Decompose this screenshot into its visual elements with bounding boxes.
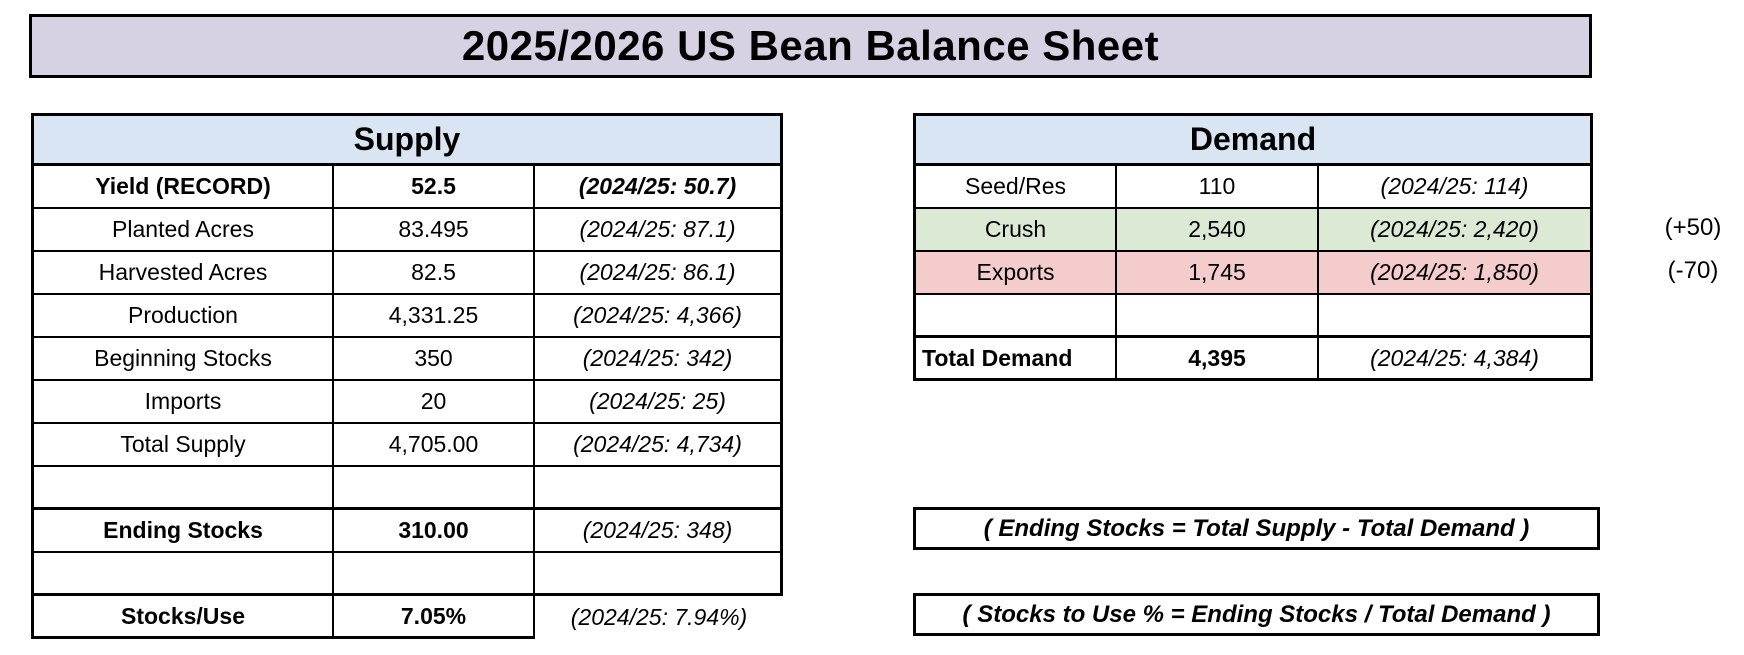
supply-row-value: 7.05% [334, 596, 535, 639]
ending-stocks-formula-box: ( Ending Stocks = Total Supply - Total D… [913, 507, 1600, 550]
supply-row-value: 20 [334, 381, 535, 424]
supply-row-prior: (2024/25: 87.1) [535, 209, 783, 252]
supply-row-prior: (2024/25: 7.94%) [570, 604, 748, 630]
supply-row-label: Harvested Acres [34, 252, 334, 295]
demand-row-prior: (2024/25: 4,384) [1319, 338, 1593, 381]
supply-row-prior: (2024/25: 86.1) [535, 252, 783, 295]
demand-empty-cell [1319, 295, 1593, 338]
supply-row-prior: (2024/25: 342) [535, 338, 783, 381]
supply-row-label: Ending Stocks [34, 510, 334, 553]
stocks-use-formula-box: ( Stocks to Use % = Ending Stocks / Tota… [913, 593, 1600, 636]
supply-header: Supply [34, 116, 783, 166]
supply-table: Supply Yield (RECORD) 52.5 (2024/25: 50.… [31, 113, 783, 639]
supply-row-label: Imports [34, 381, 334, 424]
supply-row-prior: (2024/25: 50.7) [535, 166, 783, 209]
page-title: 2025/2026 US Bean Balance Sheet [461, 22, 1160, 69]
supply-row-label: Planted Acres [34, 209, 334, 252]
supply-row-label: Total Supply [34, 424, 334, 467]
demand-row-prior: (2024/25: 2,420) [1319, 209, 1593, 252]
supply-row-prior: (2024/25: 4,366) [535, 295, 783, 338]
demand-header: Demand [916, 116, 1593, 166]
demand-row-prior: (2024/25: 114) [1319, 166, 1593, 209]
demand-row-label: Crush [916, 209, 1117, 252]
demand-row-value: 1,745 [1117, 252, 1319, 295]
supply-row-value: 4,331.25 [334, 295, 535, 338]
supply-row-label: Stocks/Use [34, 596, 334, 639]
supply-row-prior: (2024/25: 348) [535, 510, 783, 553]
demand-row-value: 110 [1117, 166, 1319, 209]
demand-row-value: 2,540 [1117, 209, 1319, 252]
supply-empty-cell [334, 467, 535, 510]
demand-row-label: Exports [916, 252, 1117, 295]
supply-row-value: 83.495 [334, 209, 535, 252]
supply-row-value: 4,705.00 [334, 424, 535, 467]
supply-row-label: Production [34, 295, 334, 338]
demand-row-label: Seed/Res [916, 166, 1117, 209]
supply-empty-cell [535, 553, 783, 596]
demand-row-label: Total Demand [916, 338, 1117, 381]
demand-empty-cell [1117, 295, 1319, 338]
supply-empty-cell [34, 553, 334, 596]
supply-row-value: 52.5 [334, 166, 535, 209]
demand-empty-cell [916, 295, 1117, 338]
supply-empty-cell [34, 467, 334, 510]
demand-table: Demand Seed/Res 110 (2024/25: 114) Crush… [913, 113, 1593, 381]
supply-row-prior: (2024/25: 25) [535, 381, 783, 424]
title-banner: 2025/2026 US Bean Balance Sheet [29, 14, 1592, 78]
supply-empty-cell [334, 553, 535, 596]
supply-row-value: 350 [334, 338, 535, 381]
supply-row-value: 82.5 [334, 252, 535, 295]
exports-change-annotation: (-70) [1667, 256, 1719, 284]
supply-row-label: Beginning Stocks [34, 338, 334, 381]
supply-row-prior: (2024/25: 4,734) [535, 424, 783, 467]
crush-change-annotation: (+50) [1664, 213, 1722, 241]
demand-row-prior: (2024/25: 1,850) [1319, 252, 1593, 295]
supply-row-value: 310.00 [334, 510, 535, 553]
supply-empty-cell [535, 467, 783, 510]
demand-row-value: 4,395 [1117, 338, 1319, 381]
supply-row-label: Yield (RECORD) [34, 166, 334, 209]
